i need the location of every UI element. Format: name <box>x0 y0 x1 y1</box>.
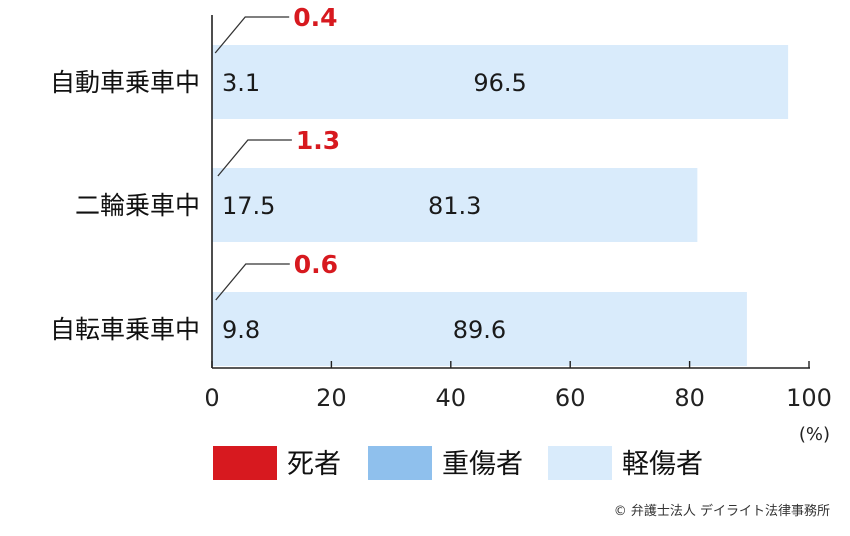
legend: 死者 重傷者 軽傷者 <box>213 446 703 480</box>
legend-serious-label: 重傷者 <box>442 449 523 480</box>
copyright-credit: © 弁護士法人 デイライト法律事務所 <box>614 503 830 519</box>
category-label-1: 自動車乗車中 <box>50 68 200 97</box>
data-label-serious-2: 17.5 <box>222 192 275 220</box>
bar-minor-3 <box>212 292 747 366</box>
x-tick-label-20: 20 <box>316 384 347 412</box>
leader-line-2 <box>217 139 292 177</box>
data-labels: 0.4 3.1 96.5 1.3 17.5 81.3 0.6 9.8 89.6 <box>214 3 527 344</box>
legend-minor-swatch <box>548 446 612 480</box>
bar-minor-1 <box>212 45 789 119</box>
x-tick-label-100: 100 <box>786 384 832 412</box>
legend-minor-label: 軽傷者 <box>622 449 703 480</box>
data-label-serious-3: 9.8 <box>222 316 260 344</box>
bars <box>212 45 789 366</box>
x-tick-label-40: 40 <box>436 384 467 412</box>
data-label-death-3: 0.6 <box>294 250 338 279</box>
data-label-death-2: 1.3 <box>296 126 340 155</box>
bar-minor-2 <box>212 168 698 242</box>
data-label-death-1: 0.4 <box>293 3 337 32</box>
x-tick-label-0: 0 <box>204 384 219 412</box>
data-label-minor-3: 89.6 <box>453 316 506 344</box>
x-tick-label-60: 60 <box>555 384 586 412</box>
x-unit-label: (%) <box>799 424 830 445</box>
leader-line-3 <box>215 263 290 301</box>
category-label-2: 二輪乗車中 <box>75 191 200 220</box>
x-axis: 0 20 40 60 80 100 (%) <box>204 15 832 445</box>
data-label-minor-2: 81.3 <box>428 192 481 220</box>
legend-death-swatch <box>213 446 277 480</box>
data-label-serious-1: 3.1 <box>222 69 260 97</box>
category-label-3: 自転車乗車中 <box>50 315 200 344</box>
data-label-minor-1: 96.5 <box>473 69 526 97</box>
leader-line-1 <box>214 16 290 54</box>
legend-death-label: 死者 <box>287 449 341 480</box>
x-tick-label-80: 80 <box>674 384 705 412</box>
legend-serious-swatch <box>368 446 432 480</box>
